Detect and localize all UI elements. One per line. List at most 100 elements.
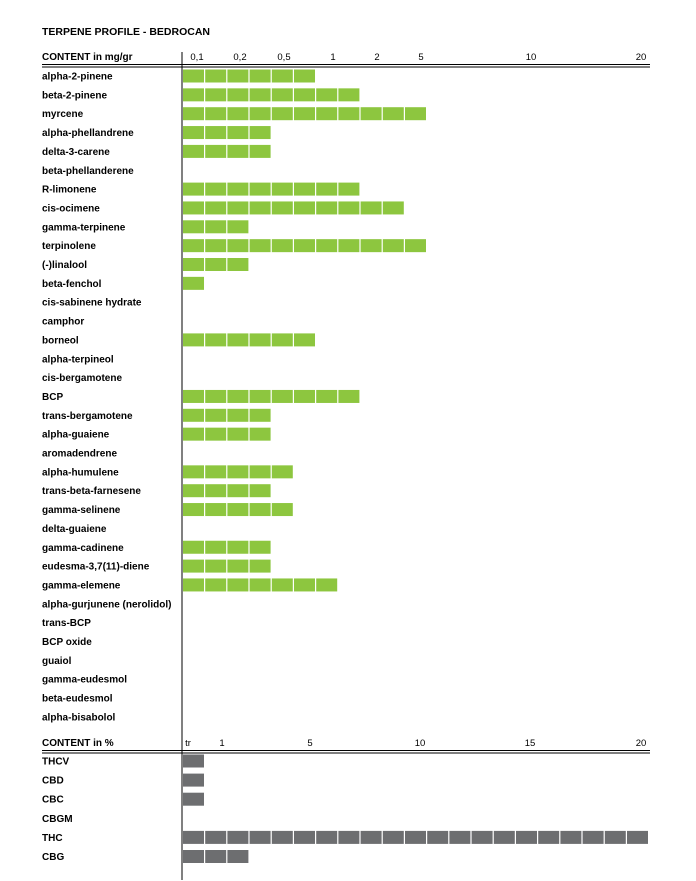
terpene-bar-segment [227,540,249,554]
terpene-bar-segment [249,69,271,83]
terpene-bar [183,220,249,234]
cannabinoid-bar-segment [183,754,204,768]
terpene-bar-segment [249,239,271,253]
cannabinoid-bar-segment [449,830,471,844]
terpene-category-label: beta-phellanderene [42,166,134,177]
terpene-bar-segment [382,201,404,215]
terpene-bar-segment [271,239,293,253]
cannabinoid-bar-segment [338,830,360,844]
cannabinoid-bar-segment [582,830,604,844]
cannabinoid-bar-segment [183,792,204,806]
terpene-bar-segment [271,88,293,102]
terpene-bar [183,465,293,479]
cannabinoid-bar-segment [205,830,227,844]
terpene-bar-segment [205,484,227,498]
terpene-bar [183,578,338,592]
terpene-bar-segment [227,88,249,102]
terpene-bar-segment [271,465,293,479]
terpene-bar-segment [249,144,271,158]
cannabinoid-tick-label: 10 [415,738,426,749]
terpene-category-label: cis-bergamotene [42,373,122,384]
terpene-category-label: alpha-2-pinene [42,72,113,83]
cannabinoid-bar-segment [183,773,204,787]
terpene-bar-segment [316,107,338,121]
terpene-bar-segment [249,88,271,102]
terpene-bar-segment [205,408,227,422]
cannabinoid-category-label: CBG [42,852,64,863]
terpene-bar-segment [338,239,360,253]
terpene-bar-segment [294,333,315,347]
terpene-bar-segment [360,239,382,253]
terpene-bar-segment [249,201,271,215]
terpene-bar-segment [183,465,204,479]
cannabinoid-bar-segment [249,830,271,844]
terpene-category-label: BCP [42,392,63,403]
terpene-bar-segment [205,258,227,271]
terpene-bar-segment [405,239,426,253]
terpene-bar-segment [183,503,204,517]
terpene-category-label: cis-ocimene [42,203,100,214]
terpene-bar [183,88,360,102]
terpene-bar-segment [205,333,227,347]
terpene-bar-segment [316,239,338,253]
cannabinoid-bar-segment [427,830,449,844]
cannabinoid-bar-segment [183,830,204,844]
terpene-tick-label: 0,2 [233,52,246,63]
terpene-bar-segment [271,578,293,592]
terpene-bar-segment [205,503,227,517]
terpene-bar-segment [249,578,271,592]
terpene-bar-segment [227,333,249,347]
terpene-bar-segment [249,182,271,196]
cannabinoid-bar-segment [205,850,227,863]
terpene-bar-segment [227,126,249,140]
terpene-bar-segment [382,239,404,253]
terpene-bar [183,182,360,196]
terpene-bar-segment [183,333,204,347]
terpene-bar [183,276,204,290]
terpene-bar [183,201,404,215]
terpene-bar-segment [249,465,271,479]
cannabinoid-bar-segment [316,830,338,844]
terpene-category-label: alpha-gurjunene (nerolidol) [42,599,171,610]
terpene-tick-label: 0,5 [277,52,290,63]
terpene-bar-segment [271,333,293,347]
terpene-bar-segment [227,107,249,121]
terpene-bar [183,144,271,158]
terpene-bar-segment [205,239,227,253]
terpene-category-label: (-)linalool [42,260,87,271]
terpene-category-label: gamma-cadinene [42,543,124,554]
cannabinoid-bar-segment [183,850,204,863]
cannabinoid-bar-segment [360,830,382,844]
terpene-category-label: trans-beta-farnesene [42,486,141,497]
terpene-category-label: myrcene [42,109,84,120]
terpene-bar-segment [382,107,404,121]
terpene-category-label: alpha-humulene [42,467,119,478]
terpene-bar-segment [227,559,249,573]
terpene-category-label: gamma-eudesmol [42,675,127,686]
terpene-bar [183,503,293,517]
terpene-bar-segment [249,503,271,517]
terpene-bar [183,559,271,573]
cannabinoid-bar-segment [271,830,293,844]
terpene-bar-segment [249,107,271,121]
cannabinoid-bar [183,754,204,768]
terpene-category-label: camphor [42,317,84,328]
terpene-bar-segment [183,107,204,121]
terpene-bar-segment [249,408,271,422]
terpene-bar-segment [183,201,204,215]
terpene-bar-segment [227,144,249,158]
cannabinoid-category-label: CBC [42,795,64,806]
terpene-category-label: alpha-phellandrene [42,128,134,139]
terpene-bar-segment [183,258,204,271]
terpene-bar-segment [316,578,338,592]
terpene-bar-segment [405,107,426,121]
terpene-bar [183,69,315,83]
terpene-bar-segment [183,126,204,140]
terpene-bar-segment [249,427,271,441]
terpene-bar-segment [183,69,204,83]
terpene-bar [183,484,271,498]
terpene-bar-segment [227,408,249,422]
cannabinoid-bar-segment [227,850,249,863]
terpene-category-label: beta-eudesmol [42,694,113,705]
